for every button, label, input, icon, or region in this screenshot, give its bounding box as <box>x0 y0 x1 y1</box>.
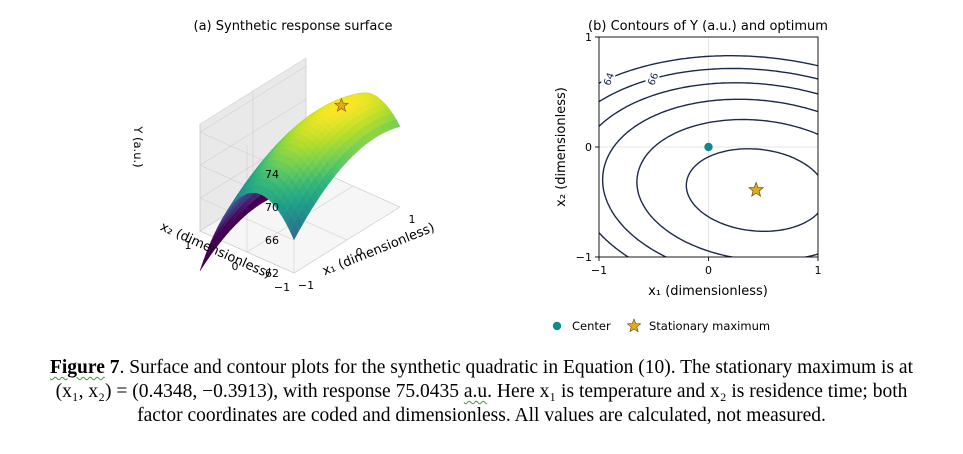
y-tick-label: −1 <box>274 281 290 294</box>
surface-title: (a) Synthetic response surface <box>194 19 393 34</box>
contour-label-64: 64 <box>602 71 617 87</box>
caption-line-1: . Surface and contour plots for the synt… <box>119 357 914 378</box>
surface-maximum-marker <box>333 97 349 112</box>
contour-line-74 <box>685 148 818 232</box>
contour-x-tick: 0 <box>705 264 712 277</box>
contour-title: (b) Contours of Y (a.u.) and optimum <box>588 19 828 34</box>
caption-line-3: factor coordinates are coded and dimensi… <box>137 405 826 426</box>
z-tick-label: 74 <box>265 168 279 181</box>
contour-line-68 <box>599 82 818 257</box>
contour-x-label: x₁ (dimensionless) <box>648 284 768 299</box>
contour-ticks: −1−1 0 0 1 1 <box>576 31 822 277</box>
contour-label-66: 66 <box>646 71 661 87</box>
contour-lines <box>599 55 818 257</box>
contour-x-tick: −1 <box>591 264 607 277</box>
contour-points <box>704 142 765 197</box>
z-tick-label: 66 <box>265 234 279 247</box>
legend-center-marker <box>552 321 562 331</box>
contour-x-tick: 1 <box>815 264 822 277</box>
z-axis-label: Y (a.u.) <box>131 125 145 167</box>
center-point <box>704 142 713 152</box>
caption-figure-label: Figure <box>49 357 105 378</box>
surface-panel: (a) Synthetic response surface 62 66 70 74 −… <box>131 19 437 294</box>
contour-y-tick: 0 <box>585 141 592 154</box>
figure-panels: (a) Synthetic response surface 62 66 70 74 −… <box>131 19 828 333</box>
caption-unit: a.u <box>463 381 488 402</box>
caption-line-2-end: . Here x₁ is temperature and x₂ is resid… <box>487 381 908 402</box>
z-tick-label: 62 <box>265 267 279 280</box>
y-tick-label: 0 <box>232 260 239 273</box>
caption-line-2: (x₁, x₂) = (0.4348, −0.3913), with respo… <box>55 381 464 402</box>
stationary-maximum-point <box>748 181 765 197</box>
surface-ticks: 62 66 70 74 −1 0 1 −1 0 1 <box>185 168 416 294</box>
x-tick-label: −1 <box>298 279 314 292</box>
legend-center-label: Center <box>572 319 611 333</box>
y-tick-label: 1 <box>185 239 192 252</box>
legend: Center Stationary maximum <box>552 318 770 333</box>
legend-star-marker <box>626 318 642 333</box>
contour-level-labels: 64 66 <box>601 71 661 87</box>
contour-line-72 <box>636 118 818 257</box>
contour-y-tick: −1 <box>576 251 592 264</box>
x-tick-label: 1 <box>409 213 416 226</box>
surface-quad <box>199 253 208 271</box>
x-tick-label: 0 <box>356 246 363 259</box>
contour-y-label: x₂ (dimensionless) <box>554 87 569 207</box>
figure-caption: Figure 7. Surface and contour plots for … <box>0 356 963 428</box>
contour-panel: (b) Contours of Y (a.u.) and optimum 64 6… <box>554 19 828 299</box>
caption-figure-number: 7 <box>109 357 120 378</box>
legend-maximum-label: Stationary maximum <box>649 319 770 333</box>
z-tick-label: 70 <box>265 201 279 214</box>
contour-y-tick: 1 <box>585 31 592 44</box>
contour-line-70 <box>601 98 818 257</box>
surface-mesh <box>199 92 401 271</box>
surface-quad <box>290 223 299 241</box>
